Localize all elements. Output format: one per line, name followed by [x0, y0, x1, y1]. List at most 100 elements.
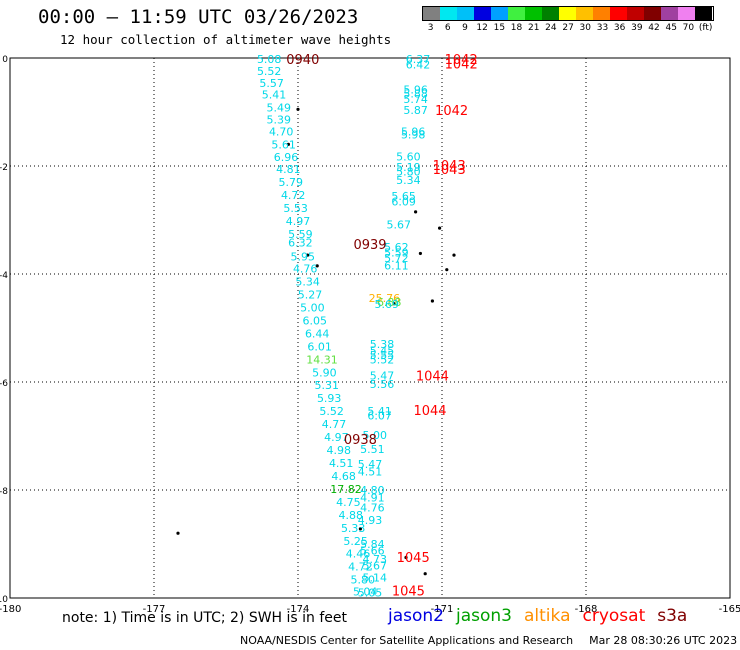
- island-mark: [296, 107, 300, 111]
- color-scale-box: [542, 7, 559, 20]
- wave-height-label: 6.88: [377, 296, 402, 309]
- wave-height-label: 5.00: [363, 429, 388, 442]
- color-scale-box: [627, 7, 644, 20]
- wave-height-label: 5.74: [403, 93, 428, 106]
- plot-frame: [9, 57, 731, 599]
- wave-height-label: 4.91: [360, 492, 385, 505]
- color-scale-label: 18: [510, 23, 523, 33]
- color-scale-boxes: [422, 6, 715, 21]
- time-label: 1042: [435, 104, 468, 119]
- color-scale-label: 15: [493, 23, 506, 33]
- color-scale-label: 33: [596, 23, 609, 33]
- wave-height-label: 5.19: [396, 161, 421, 174]
- color-scale-box: [491, 7, 508, 20]
- color-scale-box: [678, 7, 695, 20]
- time-label: 1044: [413, 404, 446, 419]
- wave-height-label: 5.98: [401, 129, 426, 142]
- wave-height-label: 5.72: [384, 252, 409, 265]
- color-scale-box: [593, 7, 610, 20]
- wave-height-label: 5.49: [267, 102, 292, 115]
- wave-height-plot: -180 -177 -174 -171 -168 -165 0 -2 -4 -6 -8 -10 5.08…: [0, 53, 740, 615]
- wave-height-label: 5.87: [403, 104, 428, 117]
- island-mark: [404, 555, 408, 560]
- wave-height-label: 25.76: [369, 292, 401, 305]
- island-mark: [392, 302, 396, 306]
- island-mark: [445, 268, 449, 272]
- wave-height-label: 4.51: [358, 466, 383, 479]
- island-mark: [315, 264, 319, 268]
- color-scale-label: 36: [613, 23, 626, 33]
- legend-s3a: s3a: [657, 606, 688, 626]
- color-scale-label: 30: [579, 23, 591, 33]
- wave-height-label: 5.04: [353, 586, 378, 599]
- wave-height-label: 5.41: [262, 89, 287, 102]
- time-label: 0940: [286, 53, 319, 68]
- x-tick-label: -174: [287, 604, 310, 615]
- wave-height-label: 5.25: [343, 535, 368, 548]
- wave-height-label: 5.47: [370, 370, 395, 383]
- time-label: 1045: [392, 584, 425, 599]
- y-tick-label: -6: [0, 379, 8, 389]
- wave-height-label: 5.41: [367, 405, 392, 418]
- x-tick-label: -171: [431, 604, 454, 615]
- color-scale-label: 27: [562, 23, 574, 33]
- color-scale-label: 6: [444, 23, 451, 33]
- wave-height-label: 4.72: [348, 561, 373, 574]
- wave-height-label: 5.95: [291, 251, 316, 264]
- wave-height-label: 5.31: [315, 379, 340, 392]
- island-mark: [423, 572, 427, 576]
- island-mark: [358, 527, 362, 531]
- color-scale-box: [525, 7, 542, 20]
- color-scale-label: 9: [462, 23, 468, 33]
- color-scale-label: (ft): [698, 23, 713, 33]
- wave-height-label: 6.05: [303, 314, 328, 327]
- wave-height-label: 4.76: [360, 501, 385, 514]
- wave-height-label: 4.81: [276, 163, 301, 176]
- x-tick-label: -177: [143, 604, 166, 615]
- wave-height-label: 5.93: [317, 392, 342, 405]
- wave-height-label: 5.34: [295, 276, 320, 289]
- island-mark: [176, 531, 180, 535]
- island-mark: [430, 299, 434, 303]
- wave-height-label: 4.93: [358, 514, 383, 527]
- wave-height-label: 5.61: [271, 138, 296, 151]
- wave-height-label: 5.47: [358, 458, 383, 471]
- wave-height-label: 5.69: [375, 298, 400, 311]
- wave-height-label: 5.59: [288, 228, 313, 241]
- color-scale-label: 3: [427, 23, 434, 33]
- wave-height-label: 5.66: [360, 544, 385, 557]
- island-mark: [286, 142, 290, 146]
- wave-height-label: 5.51: [360, 443, 385, 456]
- footnote: note: 1) Time is in UTC; 2) SWH is in fe…: [62, 610, 348, 626]
- color-scale-box: [457, 7, 474, 20]
- time-label: 1044: [416, 370, 449, 385]
- wave-height-label: 5.45: [370, 345, 395, 358]
- wave-height-label: 14.31: [306, 353, 338, 366]
- wave-height-label: 5.59: [384, 246, 409, 259]
- wave-height-label: 6.07: [367, 409, 392, 422]
- satellite-legend: jason2 jason3 altika cryosat s3a: [388, 606, 699, 626]
- legend-jason2: jason2: [388, 606, 444, 626]
- wave-height-label: 4.68: [331, 470, 356, 483]
- color-scale-label: 39: [631, 23, 643, 33]
- wave-height-label: 4.72: [281, 189, 306, 202]
- time-label: 1043: [433, 163, 466, 178]
- time-label: 1042: [445, 57, 478, 72]
- color-scale-box: [661, 7, 678, 20]
- wave-height-label: 5.62: [384, 241, 409, 254]
- wave-height-label: 5.00: [300, 301, 325, 314]
- wave-height-label: 4.51: [329, 457, 354, 470]
- x-tick-label: -180: [0, 604, 21, 615]
- wave-height-label: 17.82: [330, 483, 362, 496]
- y-tick-label: -10: [0, 595, 8, 605]
- wave-height-label: 5.84: [360, 538, 385, 551]
- color-scale-box: [610, 7, 627, 20]
- wave-height-label: 5.38: [370, 338, 395, 351]
- wave-height-label: 5.53: [283, 202, 308, 215]
- wave-height-label: 5.05: [358, 587, 383, 600]
- wave-height-label: 5.67: [363, 560, 388, 573]
- wave-height-label: 5.57: [259, 77, 284, 90]
- island-mark: [414, 210, 418, 214]
- color-scale-label: 45: [665, 23, 677, 33]
- wave-height-label: 4.46: [346, 548, 371, 561]
